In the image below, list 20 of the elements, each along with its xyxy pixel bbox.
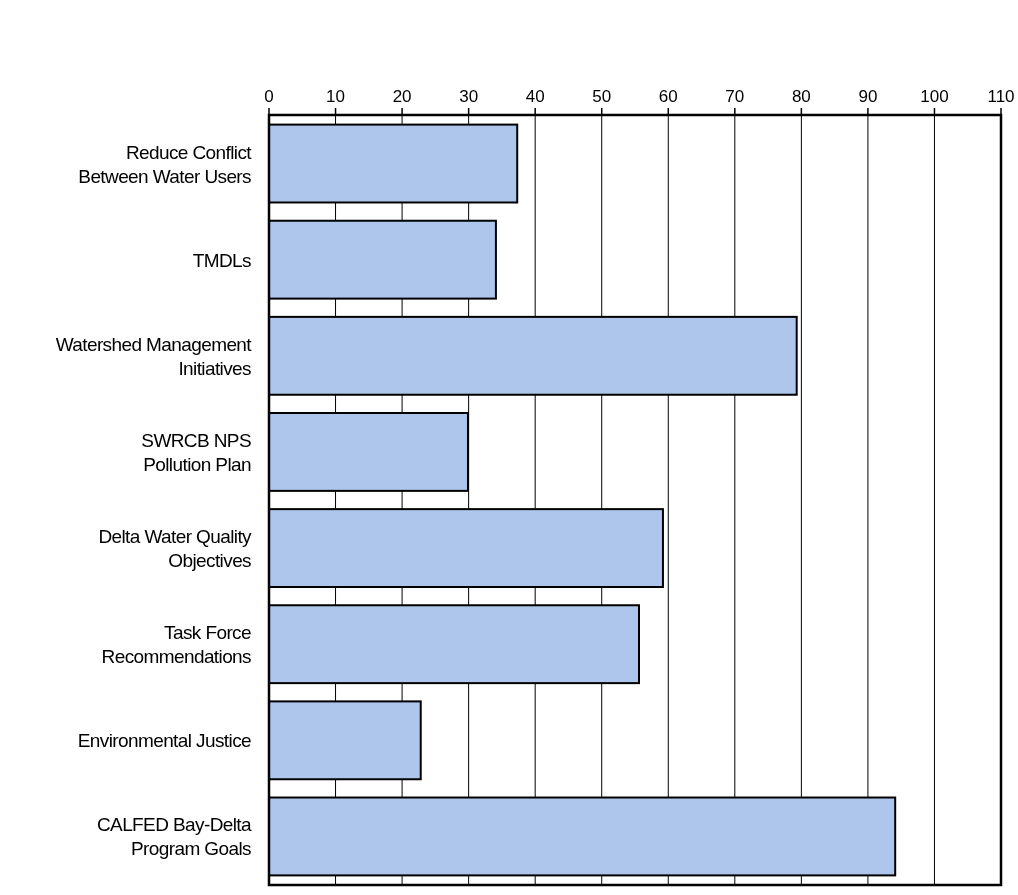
- x-tick-label: 100: [920, 87, 949, 106]
- y-tick-label: TMDLs: [192, 249, 252, 271]
- x-tick-label: 20: [392, 87, 412, 106]
- x-tick-label: 0: [264, 87, 274, 106]
- x-tick-label: 60: [658, 87, 678, 106]
- x-tick-label: 10: [326, 87, 346, 106]
- y-tick-label: SWRCB NPS Pollution Plan: [141, 429, 252, 475]
- y-tick-label: CALFED Bay-Delta Program Goals: [96, 814, 253, 860]
- x-tick-label: 110: [987, 87, 1015, 106]
- x-tick-label: 70: [725, 87, 745, 106]
- x-tick-label: 40: [525, 87, 545, 106]
- x-tick-label: 80: [791, 87, 811, 106]
- y-tick-label: Task Force Recommendations: [101, 622, 252, 668]
- y-tick-label: Watershed Management Initiatives: [55, 333, 253, 379]
- y-tick-label: Delta Water Quality Objectives: [98, 526, 253, 572]
- x-tick-label: 90: [858, 87, 878, 106]
- y-tick-label: Environmental Justice: [77, 730, 252, 752]
- y-tick-label: Reduce Conflict Between Water Users: [78, 141, 253, 187]
- x-tick-label: 50: [592, 87, 612, 106]
- x-tick-label: 30: [459, 87, 479, 106]
